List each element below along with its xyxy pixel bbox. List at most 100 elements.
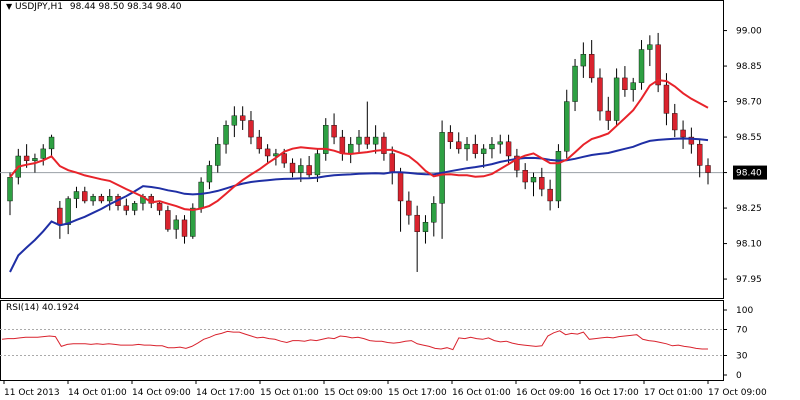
bull-candle bbox=[555, 151, 562, 202]
bull-candle bbox=[198, 181, 204, 209]
rsi-label: RSI(14) 40.1924 bbox=[6, 303, 80, 313]
time-axis-label: 14 Oct 09:00 bbox=[132, 388, 191, 398]
bull-candle bbox=[206, 165, 213, 183]
fast-moving-average-line bbox=[9, 79, 709, 212]
bull-candle bbox=[7, 177, 13, 202]
bull-candle bbox=[48, 136, 55, 150]
bull-candle bbox=[173, 219, 179, 230]
bull-candle bbox=[223, 125, 229, 145]
collapse-triangle-icon[interactable]: ▼ bbox=[6, 2, 13, 11]
time-axis-label: 15 Oct 01:00 bbox=[260, 388, 319, 398]
time-axis-label: 16 Oct 09:00 bbox=[516, 388, 575, 398]
bull-candle bbox=[464, 143, 470, 150]
bear-candle bbox=[248, 120, 254, 138]
bull-candle bbox=[231, 115, 238, 126]
bull-candle bbox=[422, 222, 429, 232]
time-axis-label: 14 Oct 01:00 bbox=[68, 388, 127, 398]
bear-candle bbox=[381, 136, 387, 154]
price-axis-label: 99.00 bbox=[736, 27, 762, 37]
bear-candle bbox=[622, 77, 628, 90]
rsi-axis-label: 100 bbox=[736, 306, 753, 316]
bear-candle bbox=[547, 188, 553, 202]
bear-candle bbox=[414, 214, 420, 232]
time-axis-label: 16 Oct 17:00 bbox=[580, 388, 639, 398]
price-axis-label: 98.25 bbox=[736, 204, 762, 214]
time-axis-label: 17 Oct 01:00 bbox=[644, 388, 703, 398]
bull-candle bbox=[439, 132, 445, 204]
bear-candle bbox=[447, 132, 454, 142]
bear-candle bbox=[514, 155, 520, 171]
bull-candle bbox=[314, 153, 321, 176]
bear-candle bbox=[256, 136, 262, 150]
bull-candle bbox=[215, 143, 221, 166]
bear-candle bbox=[239, 115, 246, 121]
price-panel-frame bbox=[0, 0, 724, 299]
bear-candle bbox=[696, 143, 703, 166]
bull-candle bbox=[65, 198, 71, 225]
bear-candle bbox=[98, 196, 105, 202]
price-axis-label: 98.10 bbox=[736, 240, 762, 250]
time-axis-label: 15 Oct 17:00 bbox=[388, 388, 447, 398]
bull-candle bbox=[356, 136, 362, 145]
bear-candle bbox=[472, 143, 479, 154]
bear-candle bbox=[456, 141, 462, 150]
slow-moving-average-line bbox=[9, 137, 709, 273]
price-axis-label: 97.95 bbox=[736, 275, 762, 285]
bull-candle bbox=[572, 65, 578, 102]
bull-candle bbox=[73, 191, 80, 199]
rsi-line bbox=[1, 330, 708, 351]
bull-candle bbox=[580, 54, 587, 67]
bear-candle bbox=[688, 136, 695, 145]
current-price-marker bbox=[733, 165, 767, 180]
bull-candle bbox=[638, 49, 645, 83]
bull-candle bbox=[489, 143, 495, 150]
bull-candle bbox=[530, 177, 537, 183]
bear-candle bbox=[397, 172, 404, 202]
rsi-panel-frame bbox=[0, 300, 724, 381]
bear-candle bbox=[406, 200, 412, 216]
rsi-axis-label: 70 bbox=[736, 326, 748, 336]
bull-candle bbox=[630, 82, 636, 90]
bull-candle bbox=[431, 203, 437, 223]
bear-candle bbox=[505, 141, 512, 157]
rsi-axis-label: 0 bbox=[736, 371, 742, 381]
bear-candle bbox=[57, 207, 63, 225]
bear-candle bbox=[331, 125, 337, 138]
time-axis-label: 14 Oct 17:00 bbox=[196, 388, 255, 398]
bear-candle bbox=[82, 191, 88, 202]
price-axis-label: 98.70 bbox=[736, 98, 762, 108]
bear-candle bbox=[156, 203, 163, 211]
bull-candle bbox=[190, 207, 196, 237]
bull-candle bbox=[40, 148, 46, 159]
bear-candle bbox=[597, 77, 603, 112]
bull-candle bbox=[613, 77, 620, 121]
bear-candle bbox=[181, 219, 188, 237]
bear-candle bbox=[705, 165, 711, 173]
bull-candle bbox=[131, 203, 138, 211]
bull-candle bbox=[564, 101, 570, 152]
bear-candle bbox=[123, 205, 130, 211]
bear-candle bbox=[281, 153, 287, 164]
price-axis-label: 98.55 bbox=[736, 133, 762, 143]
bull-candle bbox=[107, 196, 113, 202]
bear-candle bbox=[588, 54, 595, 79]
bear-candle bbox=[680, 129, 686, 138]
bull-candle bbox=[372, 136, 379, 145]
bear-candle bbox=[655, 44, 661, 86]
bear-candle bbox=[339, 136, 346, 154]
bear-candle bbox=[364, 136, 371, 145]
rsi-axis-label: 30 bbox=[736, 352, 748, 362]
time-axis-label: 16 Oct 01:00 bbox=[452, 388, 511, 398]
time-axis-label: 11 Oct 2013 bbox=[4, 388, 60, 398]
bull-candle bbox=[647, 44, 653, 50]
bear-candle bbox=[165, 210, 171, 230]
symbol-label: USDJPY,H1 bbox=[15, 2, 63, 12]
bear-candle bbox=[663, 84, 670, 114]
bull-candle bbox=[90, 196, 96, 202]
bull-candle bbox=[497, 141, 503, 145]
bull-candle bbox=[32, 158, 38, 161]
bear-candle bbox=[264, 148, 271, 157]
bear-candle bbox=[23, 155, 30, 161]
